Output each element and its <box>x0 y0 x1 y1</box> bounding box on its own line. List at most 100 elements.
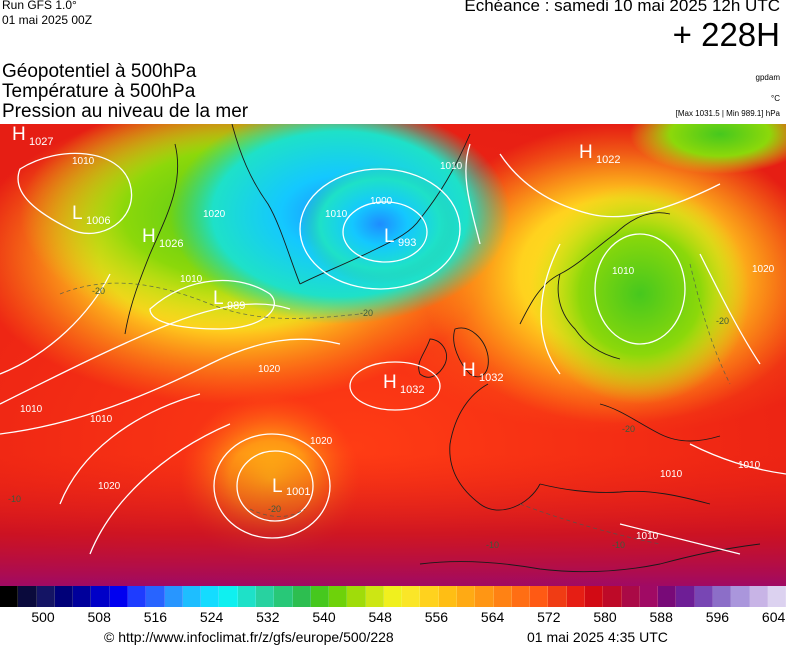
isotherm-label: -10 <box>8 494 21 504</box>
unit-gpdam: gpdam <box>755 73 780 82</box>
colorbar-swatch <box>475 586 494 607</box>
colorbar-swatch <box>603 586 622 607</box>
colorbar-swatch <box>292 586 311 607</box>
colorbar-swatch <box>712 586 732 607</box>
colorbar-swatch <box>511 586 531 607</box>
isobar-label: 1010 <box>20 404 43 415</box>
colorbar-swatch <box>18 586 37 607</box>
isotherm-label: -10 <box>612 540 625 550</box>
isotherm-label: -20 <box>92 286 105 296</box>
colorbar-swatch <box>621 586 640 607</box>
center-h-1032-uk-value: 1032 <box>479 372 503 384</box>
colorbar-swatch <box>493 586 512 607</box>
colorbar-swatch <box>329 586 348 607</box>
colorbar-swatch <box>201 586 220 607</box>
isobar-label: 1010 <box>738 460 761 471</box>
pressure-max-min: [Max 1031.5 | Min 989.1] hPa <box>675 109 780 118</box>
isobar-label: 1020 <box>310 436 333 447</box>
center-h-1026: H <box>142 226 156 247</box>
center-l-993: L <box>384 226 395 247</box>
center-h-1032-value: 1032 <box>400 384 424 396</box>
generated-time: 01 mai 2025 4:35 UTC <box>527 629 668 645</box>
center-h-1026-value: 1026 <box>159 238 183 250</box>
isobar-label: 1010 <box>90 414 113 425</box>
center-h-1032-uk: H <box>462 360 476 381</box>
isotherm-label: -20 <box>716 316 729 326</box>
center-l-1006-value: 1006 <box>86 215 110 227</box>
isobar-label: 1020 <box>203 209 226 220</box>
isobar-label: 1010 <box>180 274 203 285</box>
unit-celsius: °C <box>771 94 780 103</box>
colorbar-tick-label: 572 <box>537 609 561 625</box>
isobar-label: 1020 <box>752 264 775 275</box>
colorbar-tick-label: 556 <box>424 609 449 625</box>
colorbar-swatch <box>639 586 659 607</box>
colorbar-swatch <box>767 586 786 607</box>
isobar-label: 1010 <box>612 266 635 277</box>
colorbar-swatch <box>91 586 110 607</box>
colorbar-swatch <box>676 586 695 607</box>
colorbar-tick-label: 500 <box>31 609 55 625</box>
center-h-1032: H <box>383 372 397 393</box>
center-h-1027: H <box>12 124 26 145</box>
colorbar-swatch <box>73 586 92 607</box>
center-l-1001: L <box>272 476 283 497</box>
colorbar-swatch <box>731 586 750 607</box>
isotherm-label: -20 <box>622 424 635 434</box>
field-pressure: Pression au niveau de la mer <box>2 101 249 122</box>
colorbar-swatch <box>585 586 604 607</box>
colorbar-swatch <box>164 586 183 607</box>
colorbar-tick-label: 604 <box>761 609 786 625</box>
center-h-1022: H <box>579 142 593 163</box>
colorbar-tick-label: 596 <box>705 609 730 625</box>
colorbar-swatch <box>420 586 439 607</box>
colorbar-swatch <box>438 586 458 607</box>
colorbar-swatch <box>219 586 238 607</box>
center-h-1027-value: 1027 <box>29 136 53 148</box>
isobar-label: 1010 <box>636 531 659 542</box>
isobar-label: 1000 <box>370 196 393 207</box>
isotherm-label: -20 <box>268 504 281 514</box>
center-l-1006: L <box>72 203 83 224</box>
colorbar-swatch <box>749 586 768 607</box>
colorbar-swatch <box>36 586 55 607</box>
colorbar-swatch <box>310 586 330 607</box>
colorbar-tick-label: 588 <box>649 609 673 625</box>
center-h-1022-value: 1022 <box>596 154 620 166</box>
colorbar-swatch <box>237 586 256 607</box>
colorbar <box>0 586 786 607</box>
isobar-label: 1010 <box>660 469 683 480</box>
colorbar-swatch <box>0 586 19 607</box>
lead-time: + 228H <box>672 16 780 53</box>
colorbar-swatch <box>182 586 202 607</box>
colorbar-ticks: 500 508 516 524 532 540 548 556 564 572 580 588 596 6… <box>0 609 786 625</box>
isobar-label: 1020 <box>98 481 121 492</box>
colorbar-swatch <box>383 586 403 607</box>
center-l-989: L <box>213 288 224 309</box>
colorbar-swatch <box>54 586 74 607</box>
colorbar-swatch <box>347 586 366 607</box>
field-temperature: Température à 500hPa <box>2 81 196 102</box>
colorbar-tick-label: 508 <box>87 609 111 625</box>
colorbar-swatch <box>658 586 677 607</box>
colorbar-swatch <box>457 586 476 607</box>
isobar-label: 1010 <box>440 161 463 172</box>
isotherm-label: -20 <box>360 308 373 318</box>
isobar-label: 1010 <box>325 209 348 220</box>
center-l-1001-value: 1001 <box>286 486 310 498</box>
colorbar-swatch <box>274 586 293 607</box>
weather-map: H 1027 L 1006 H 1026 L 989 L 993 H 1032 … <box>0 124 786 586</box>
colorbar-swatch <box>530 586 549 607</box>
colorbar-tick-label: 540 <box>312 609 336 625</box>
isobar-label: 1020 <box>258 364 281 375</box>
colorbar-swatch <box>109 586 128 607</box>
colorbar-swatch <box>402 586 421 607</box>
field-geopotential: Géopotentiel à 500hPa <box>2 61 197 82</box>
colorbar-tick-label: 516 <box>143 609 168 625</box>
colorbar-swatch <box>365 586 384 607</box>
colorbar-swatch <box>694 586 713 607</box>
colorbar-tick-label: 580 <box>593 609 617 625</box>
run-title: Run GFS 1.0° <box>2 0 77 12</box>
colorbar-tick-label: 548 <box>368 609 392 625</box>
isotherm-label: -10 <box>486 540 499 550</box>
